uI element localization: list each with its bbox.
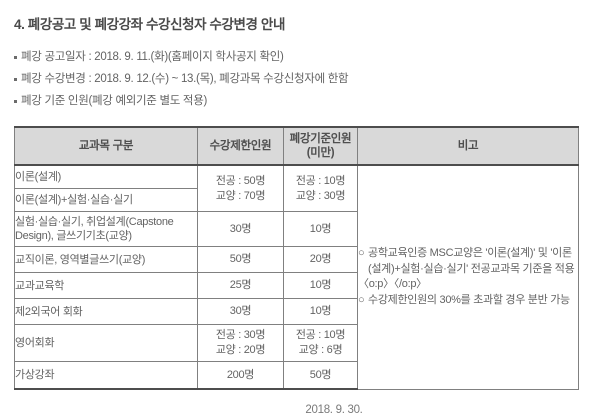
cell-subject: 영어회화 bbox=[14, 324, 198, 362]
table-row: 교직이론, 영역별글쓰기(교양) 50명 20명 bbox=[14, 246, 579, 273]
limit-major: 전공 : 30명 bbox=[215, 329, 266, 341]
cell-subject: 이론(설계) bbox=[14, 164, 198, 189]
cell-cutoff: 10명 bbox=[283, 272, 358, 299]
square-bullet-icon bbox=[14, 77, 17, 81]
table-row: 영어회화 전공 : 30명 교양 : 20명 전공 : 10명 교양 : 6명 bbox=[14, 324, 579, 362]
cell-limit: 50명 bbox=[197, 246, 284, 273]
column-header-cutoff-line2: (미만) bbox=[306, 147, 335, 159]
table-header-row: 교과목 구분 수강제한인원 폐강기준인원 (미만) 비고 bbox=[14, 126, 579, 166]
table-row: 이론(설계) 전공 : 50명 교양 : 70명 전공 : 10명 교양 : 3… bbox=[14, 164, 579, 390]
limit-general: 교양 : 20명 bbox=[215, 344, 266, 356]
closure-criteria-table-wrapper: 교과목 구분 수강제한인원 폐강기준인원 (미만) 비고 이론(설계) 전공 :… bbox=[14, 126, 579, 390]
cell-subject: 교직이론, 영역별글쓰기(교양) bbox=[14, 246, 198, 273]
cutoff-general: 교양 : 30명 bbox=[295, 189, 346, 202]
cell-subject: 교과교육학 bbox=[14, 272, 198, 299]
remark-item: ○ 공학교육인증 MSC교양은 '이론(설계)' 및 '이론(설계)+실험·실습… bbox=[358, 246, 578, 277]
cutoff-major: 전공 : 10명 bbox=[295, 329, 346, 341]
cell-cutoff: 전공 : 10명 교양 : 30명 bbox=[283, 164, 358, 212]
circle-bullet-icon: ○ bbox=[358, 247, 365, 260]
cell-limit: 25명 bbox=[197, 272, 284, 299]
column-header-remark: 비고 bbox=[357, 126, 579, 166]
cell-cutoff: 10명 bbox=[283, 298, 358, 325]
cell-subject: 실험·실습·실기, 취업설계(Capstone Design), 글쓰기기초(교… bbox=[14, 211, 198, 247]
note-item: 폐강 기준 인원(폐강 예외기준 별도 적용) bbox=[14, 90, 594, 112]
note-text: 폐강 공고일자 : 2018. 9. 11.(화)(홈페이지 학사공지 확인) bbox=[21, 51, 284, 63]
limit-major: 전공 : 50명 bbox=[215, 174, 266, 187]
notes-list: 폐강 공고일자 : 2018. 9. 11.(화)(홈페이지 학사공지 확인) … bbox=[14, 46, 594, 112]
cell-limit: 전공 : 50명 교양 : 70명 bbox=[197, 164, 284, 212]
remark-text: 수강제한인원의 30%를 초과할 경우 분반 가능 bbox=[368, 293, 570, 306]
column-header-limit: 수강제한인원 bbox=[197, 126, 284, 166]
table-row: 실험·실습·실기, 취업설계(Capstone Design), 글쓰기기초(교… bbox=[14, 211, 579, 247]
note-text: 폐강 수강변경 : 2018. 9. 12.(수) ~ 13.(목), 폐강과목… bbox=[21, 73, 349, 85]
cell-subject: 이론(설계)+실험·실습·실기 bbox=[14, 188, 198, 212]
note-text: 폐강 기준 인원(폐강 예외기준 별도 적용) bbox=[21, 95, 208, 107]
closure-criteria-table: 교과목 구분 수강제한인원 폐강기준인원 (미만) 비고 이론(설계) 전공 :… bbox=[14, 126, 579, 390]
note-item: 폐강 수강변경 : 2018. 9. 12.(수) ~ 13.(목), 폐강과목… bbox=[14, 68, 594, 90]
remark-text: 공학교육인증 MSC교양은 '이론(설계)' 및 '이론(설계)+실험·실습·실… bbox=[368, 247, 575, 275]
cell-cutoff: 20명 bbox=[283, 246, 358, 273]
circle-bullet-icon: ○ bbox=[358, 293, 365, 306]
cutoff-general: 교양 : 6명 bbox=[298, 344, 343, 356]
column-header-cutoff-line1: 폐강기준인원 bbox=[289, 133, 352, 145]
cell-subject: 가상강좌 bbox=[14, 361, 198, 390]
cell-limit: 30명 bbox=[197, 298, 284, 325]
footer-date: 2018. 9. 30. bbox=[305, 404, 363, 416]
raw-markup-artifact: 〈o:p〉〈/o:p〉 bbox=[358, 278, 427, 291]
cell-limit: 30명 bbox=[197, 211, 284, 247]
limit-general: 교양 : 70명 bbox=[215, 189, 266, 202]
cell-cutoff: 10명 bbox=[283, 211, 358, 247]
cell-remarks: ○ 공학교육인증 MSC교양은 '이론(설계)' 및 '이론(설계)+실험·실습… bbox=[357, 164, 579, 390]
remark-item: ○ 수강제한인원의 30%를 초과할 경우 분반 가능 bbox=[358, 293, 578, 309]
note-item: 폐강 공고일자 : 2018. 9. 11.(화)(홈페이지 학사공지 확인) bbox=[14, 46, 594, 68]
square-bullet-icon bbox=[14, 99, 17, 103]
table-row: 이론(설계)+실험·실습·실기 bbox=[14, 188, 579, 212]
cell-limit: 전공 : 30명 교양 : 20명 bbox=[197, 324, 284, 362]
page-title: 4. 폐강공고 및 폐강강좌 수강신청자 수강변경 안내 bbox=[14, 17, 285, 32]
cell-subject: 제2외국어 회화 bbox=[14, 298, 198, 325]
cell-cutoff: 전공 : 10명 교양 : 6명 bbox=[283, 324, 358, 362]
column-header-subject: 교과목 구분 bbox=[14, 126, 198, 166]
cutoff-major: 전공 : 10명 bbox=[295, 174, 346, 187]
table-row: 가상강좌 200명 50명 bbox=[14, 361, 579, 390]
cell-cutoff: 50명 bbox=[283, 361, 358, 390]
column-header-cutoff: 폐강기준인원 (미만) bbox=[283, 126, 358, 166]
square-bullet-icon bbox=[14, 55, 17, 59]
cell-limit: 200명 bbox=[197, 361, 284, 390]
